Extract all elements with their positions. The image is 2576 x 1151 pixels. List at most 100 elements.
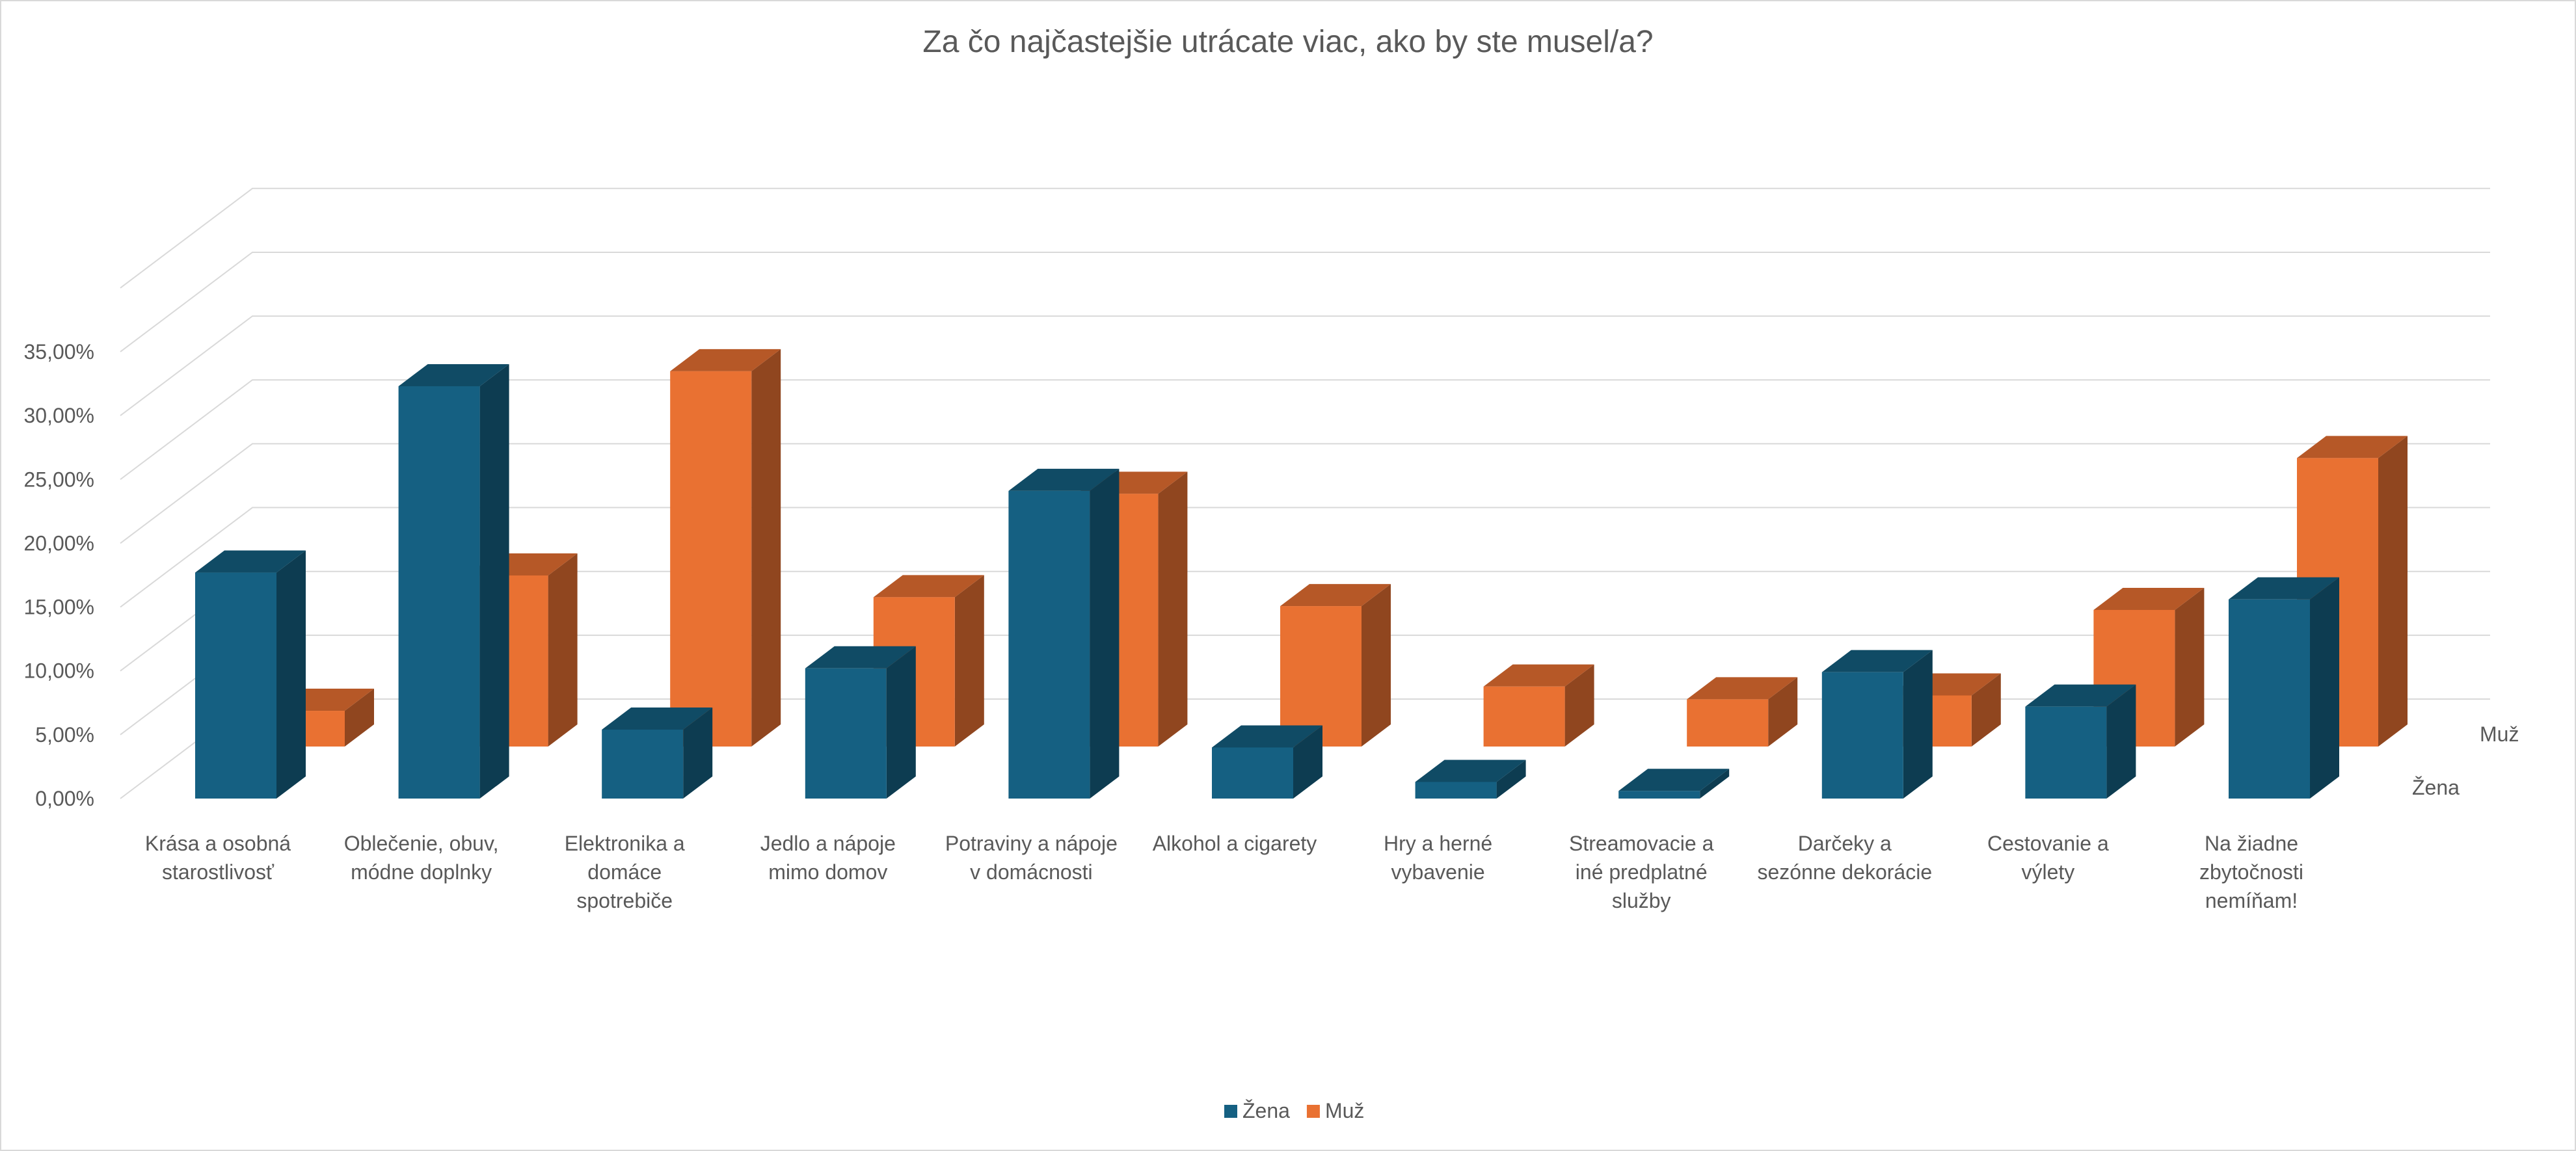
- bar-front: [1618, 791, 1700, 799]
- legend: Žena Muž: [1224, 1099, 1364, 1122]
- legend-label: Muž: [1325, 1099, 1364, 1122]
- bar-top: [1618, 769, 1730, 791]
- depth-axis-label: Žena: [2412, 776, 2460, 799]
- bar-muz-hry-a-herne-vybavenie: [1483, 664, 1594, 747]
- bar-side: [1090, 468, 1120, 799]
- category-label: Darčeky a sezónne dekorácie: [1757, 832, 1932, 884]
- bar-side: [1496, 760, 1526, 799]
- gridline: [120, 251, 2490, 352]
- bar-front: [1008, 490, 1090, 799]
- y-tick-label: 20,00%: [23, 531, 94, 555]
- legend-label: Žena: [1242, 1099, 1290, 1122]
- bar-front: [1415, 782, 1497, 799]
- bar-front: [2229, 599, 2310, 799]
- depth-axis-labels: Žena Muž: [2412, 722, 2519, 799]
- bar-front: [398, 386, 480, 799]
- bar-top: [1280, 584, 1391, 607]
- category-label: Streamovacie a iné predplatné služby: [1569, 832, 1714, 912]
- legend-swatch: [1306, 1105, 1320, 1118]
- gridline: [120, 379, 2490, 481]
- category-label: Alkohol a cigarety: [1153, 832, 1317, 855]
- bar-top: [2297, 436, 2408, 458]
- bar-zena-elektronika-a-domace-spotrebice: [602, 707, 713, 799]
- bar-side: [1158, 471, 1188, 747]
- bar-front: [1821, 672, 1903, 799]
- y-tick-label: 35,00%: [23, 340, 94, 364]
- bar-side: [276, 550, 306, 799]
- y-tick-label: 25,00%: [23, 468, 94, 491]
- bar-front: [195, 572, 276, 799]
- y-tick-label: 15,00%: [23, 596, 94, 619]
- category-label: Jedlo a nápoje mimo domov: [760, 832, 896, 884]
- bar-top: [670, 349, 781, 371]
- bar-zena-alkohol-a-cigarety: [1212, 725, 1322, 799]
- bar-zena-jedlo-a-napoje-mimo-domov: [805, 646, 916, 799]
- bar-top: [1415, 760, 1526, 782]
- category-label: Potraviny a nápoje v domácnosti: [945, 832, 1118, 884]
- bar-front: [602, 729, 684, 799]
- bar-front: [2025, 706, 2107, 799]
- legend-swatch: [1224, 1105, 1237, 1118]
- bar-front: [1687, 699, 1769, 747]
- bar-top: [1821, 650, 1933, 672]
- bar-top: [2025, 684, 2136, 707]
- bar-zena-krasa-a-osobna-starostlivost: [195, 550, 306, 799]
- bar-zena-oblecenie-obuv-modne-doplnky: [398, 364, 509, 799]
- bar-side: [2310, 577, 2339, 799]
- bar-zena-potraviny-a-napoje-v-domacnosti: [1008, 468, 1120, 799]
- bar-top: [398, 364, 509, 386]
- bar-side: [751, 349, 781, 747]
- bar-muz-alkohol-a-cigarety: [1280, 584, 1391, 747]
- bar-front: [805, 668, 887, 799]
- bar-side: [1971, 673, 2001, 747]
- category-labels: Krása a osobná starostlivosť Oblečenie, ob…: [145, 832, 2303, 912]
- bar-zena-darceky-a-sezonne-dekoracie: [1821, 650, 1933, 799]
- bar-top: [2093, 587, 2205, 610]
- bar-top: [873, 575, 984, 598]
- gridline: [120, 315, 2490, 416]
- bar-front: [1212, 747, 1293, 799]
- category-label: Oblečenie, obuv, módne doplnky: [344, 832, 499, 884]
- y-axis-ticks: 0,00% 5,00% 10,00% 15,00% 20,00% 25,00% 30,00%…: [23, 340, 94, 810]
- bar-side: [954, 575, 984, 747]
- bar-side: [548, 553, 578, 747]
- category-label: Elektronika a domáce spotrebiče: [565, 832, 685, 912]
- bar-side: [683, 707, 713, 799]
- bar-front: [1280, 606, 1362, 747]
- bar-zena-streamovacie-a-ine-predplatne-sluzby: [1618, 769, 1730, 799]
- bar-zena-na-ziadne-zbytocnosti-neminam: [2229, 577, 2339, 799]
- gridline: [120, 187, 2490, 289]
- gridline: [120, 443, 2490, 544]
- category-label: Cestovanie a výlety: [1987, 832, 2109, 884]
- bar-side: [1564, 664, 1594, 747]
- bar-side: [2175, 587, 2205, 747]
- bar-muz-streamovacie-a-ine-predplatne-sluzby: [1687, 677, 1798, 747]
- series-zena-bars: [195, 364, 2339, 799]
- bar-side: [2106, 684, 2136, 799]
- bar-side: [479, 364, 509, 799]
- category-label: Krása a osobná starostlivosť: [145, 832, 291, 884]
- bar-side: [1903, 650, 1933, 799]
- y-tick-label: 10,00%: [23, 659, 94, 683]
- gridline: [120, 507, 2490, 608]
- bar-top: [2229, 577, 2339, 600]
- bar-side: [1700, 769, 1730, 799]
- bar-zena-hry-a-herne-vybavenie: [1415, 760, 1526, 799]
- bar-top: [602, 707, 713, 730]
- bar-top: [1212, 725, 1322, 748]
- bar-top: [1687, 677, 1798, 700]
- depth-axis-label: Muž: [2480, 722, 2519, 746]
- bar-top: [1483, 664, 1594, 687]
- bar-side: [1362, 584, 1391, 747]
- bar-side: [1768, 677, 1798, 747]
- bar-side: [2378, 436, 2408, 747]
- bar-side: [1293, 725, 1322, 799]
- bar-side: [345, 689, 374, 747]
- bar-front: [670, 371, 752, 747]
- bar-side: [886, 646, 916, 799]
- bar-muz-elektronika-a-domace-spotrebice: [670, 349, 781, 747]
- category-label: Na žiadne zbytočnosti nemíňam!: [2199, 832, 2303, 912]
- chart-title: Za čo najčastejšie utrácate viac, ako by…: [922, 25, 1653, 59]
- bar-zena-cestovanie-a-vylety: [2025, 684, 2136, 799]
